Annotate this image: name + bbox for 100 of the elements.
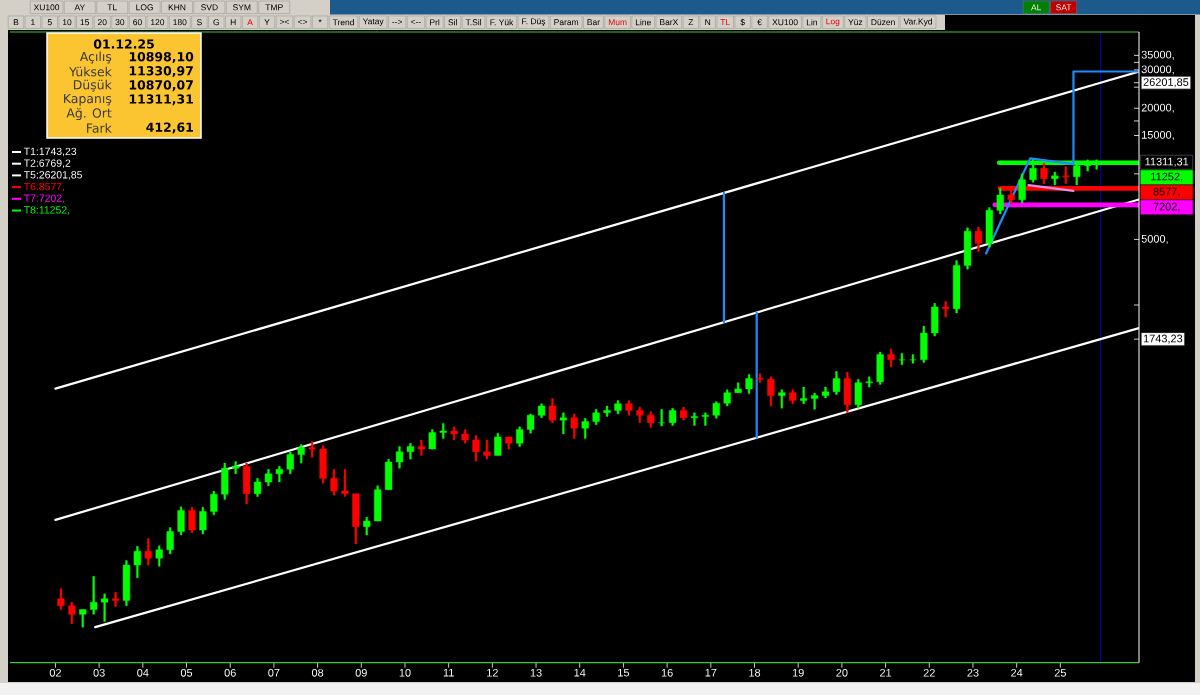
x-tick-label: 23 (967, 668, 979, 677)
x-tick-label: 08 (311, 668, 324, 677)
text: SAT (1056, 4, 1072, 11)
candlestick (581, 418, 589, 439)
candlestick (789, 389, 797, 404)
candlestick (210, 490, 218, 516)
x-tick-label: 21 (880, 668, 892, 677)
candlestick (111, 592, 120, 607)
candlestick (122, 560, 131, 606)
text: SYM (233, 4, 251, 11)
legend-label: T2:6769,2 (23, 159, 71, 169)
legend-label: T5:26201,85 (23, 171, 82, 180)
candlestick (341, 469, 349, 497)
candlestick (406, 443, 415, 460)
candlestick (548, 398, 557, 423)
candlestick (144, 538, 152, 566)
text: 10 (62, 19, 72, 26)
text: F. Düş (522, 18, 546, 27)
text: Yatay (362, 18, 384, 26)
text: F. Yük (490, 19, 514, 26)
annotation: 11330,97 (129, 66, 193, 78)
candlestick (942, 301, 950, 318)
candlestick (931, 302, 939, 337)
x-tick-label: 22 (923, 668, 935, 677)
candlestick (810, 392, 819, 410)
x-tick-label: 16 (661, 668, 673, 677)
data-label: 7202, (1153, 202, 1180, 212)
candlestick (723, 389, 731, 407)
candlestick (668, 407, 677, 426)
candlestick (417, 439, 425, 456)
x-tick-label: 15 (618, 668, 630, 677)
candlestick (264, 469, 273, 486)
annotation: Düşük (73, 79, 112, 92)
x-tick-label: 03 (93, 668, 105, 677)
text: Y (264, 19, 270, 26)
text: Param (554, 19, 579, 26)
text: 5 (47, 19, 52, 26)
candlestick (450, 426, 458, 441)
text: 120 (151, 19, 165, 26)
x-tick-label: 17 (705, 668, 717, 677)
candlestick (712, 401, 720, 419)
y-tick-label: 15000, (1142, 130, 1174, 141)
x-tick-label: 07 (268, 668, 280, 677)
candlestick (286, 451, 294, 474)
candlestick (101, 593, 109, 622)
candlestick (1051, 171, 1059, 186)
candlestick (275, 465, 283, 483)
text: AY (74, 4, 85, 11)
y-tick-label: 30000, (1141, 65, 1174, 75)
candlestick (68, 602, 76, 624)
text: 180 (173, 19, 187, 26)
candlestick (90, 576, 98, 615)
candlestick (625, 400, 633, 416)
text: T.Sil (465, 19, 482, 26)
text: B (13, 19, 19, 26)
candlestick (526, 413, 535, 434)
text: * (318, 19, 322, 23)
candlestick (832, 371, 841, 395)
candlestick (843, 371, 851, 413)
candlestick (1062, 166, 1070, 185)
candlestick (658, 409, 666, 427)
candlestick (974, 226, 983, 252)
candlestick (221, 462, 229, 500)
candlestick (483, 439, 491, 460)
candlestick (395, 446, 404, 469)
annotation: 10870,07 (129, 80, 193, 92)
text: >< (279, 19, 290, 25)
candlestick (898, 353, 906, 365)
candlestick (461, 429, 469, 444)
text: Var.Kyd (903, 18, 933, 27)
text: € (757, 19, 762, 26)
data-label: 11252, (1151, 172, 1183, 182)
candlestick (374, 485, 382, 522)
text: G (213, 19, 219, 26)
annotation: 11311,31 (129, 94, 193, 106)
text: A (247, 19, 253, 26)
text: N (705, 19, 711, 26)
candlestick (887, 348, 895, 368)
candlestick (243, 462, 251, 505)
line-series (984, 70, 1139, 255)
text: TL (720, 19, 730, 26)
annotation: Açılış (79, 51, 112, 64)
candlestick (570, 413, 578, 439)
candlestick (745, 374, 753, 394)
x-tick-label: 05 (180, 668, 193, 677)
text: BarX (660, 19, 679, 26)
text: Sil (448, 19, 457, 26)
annotation: Kapanış (64, 93, 112, 106)
candlestick (537, 403, 546, 418)
x-tick-label: 20 (836, 668, 848, 677)
text: 30 (115, 19, 125, 26)
x-tick-label: 13 (530, 668, 542, 677)
candlestick (232, 461, 240, 474)
text: H (230, 19, 236, 26)
text: AL (1031, 4, 1042, 11)
x-tick-label: 02 (49, 668, 61, 677)
text: Bar (587, 19, 600, 26)
candlestick (439, 423, 447, 439)
candlestick (57, 588, 65, 610)
annotation: Ağ. Ort (66, 107, 112, 121)
